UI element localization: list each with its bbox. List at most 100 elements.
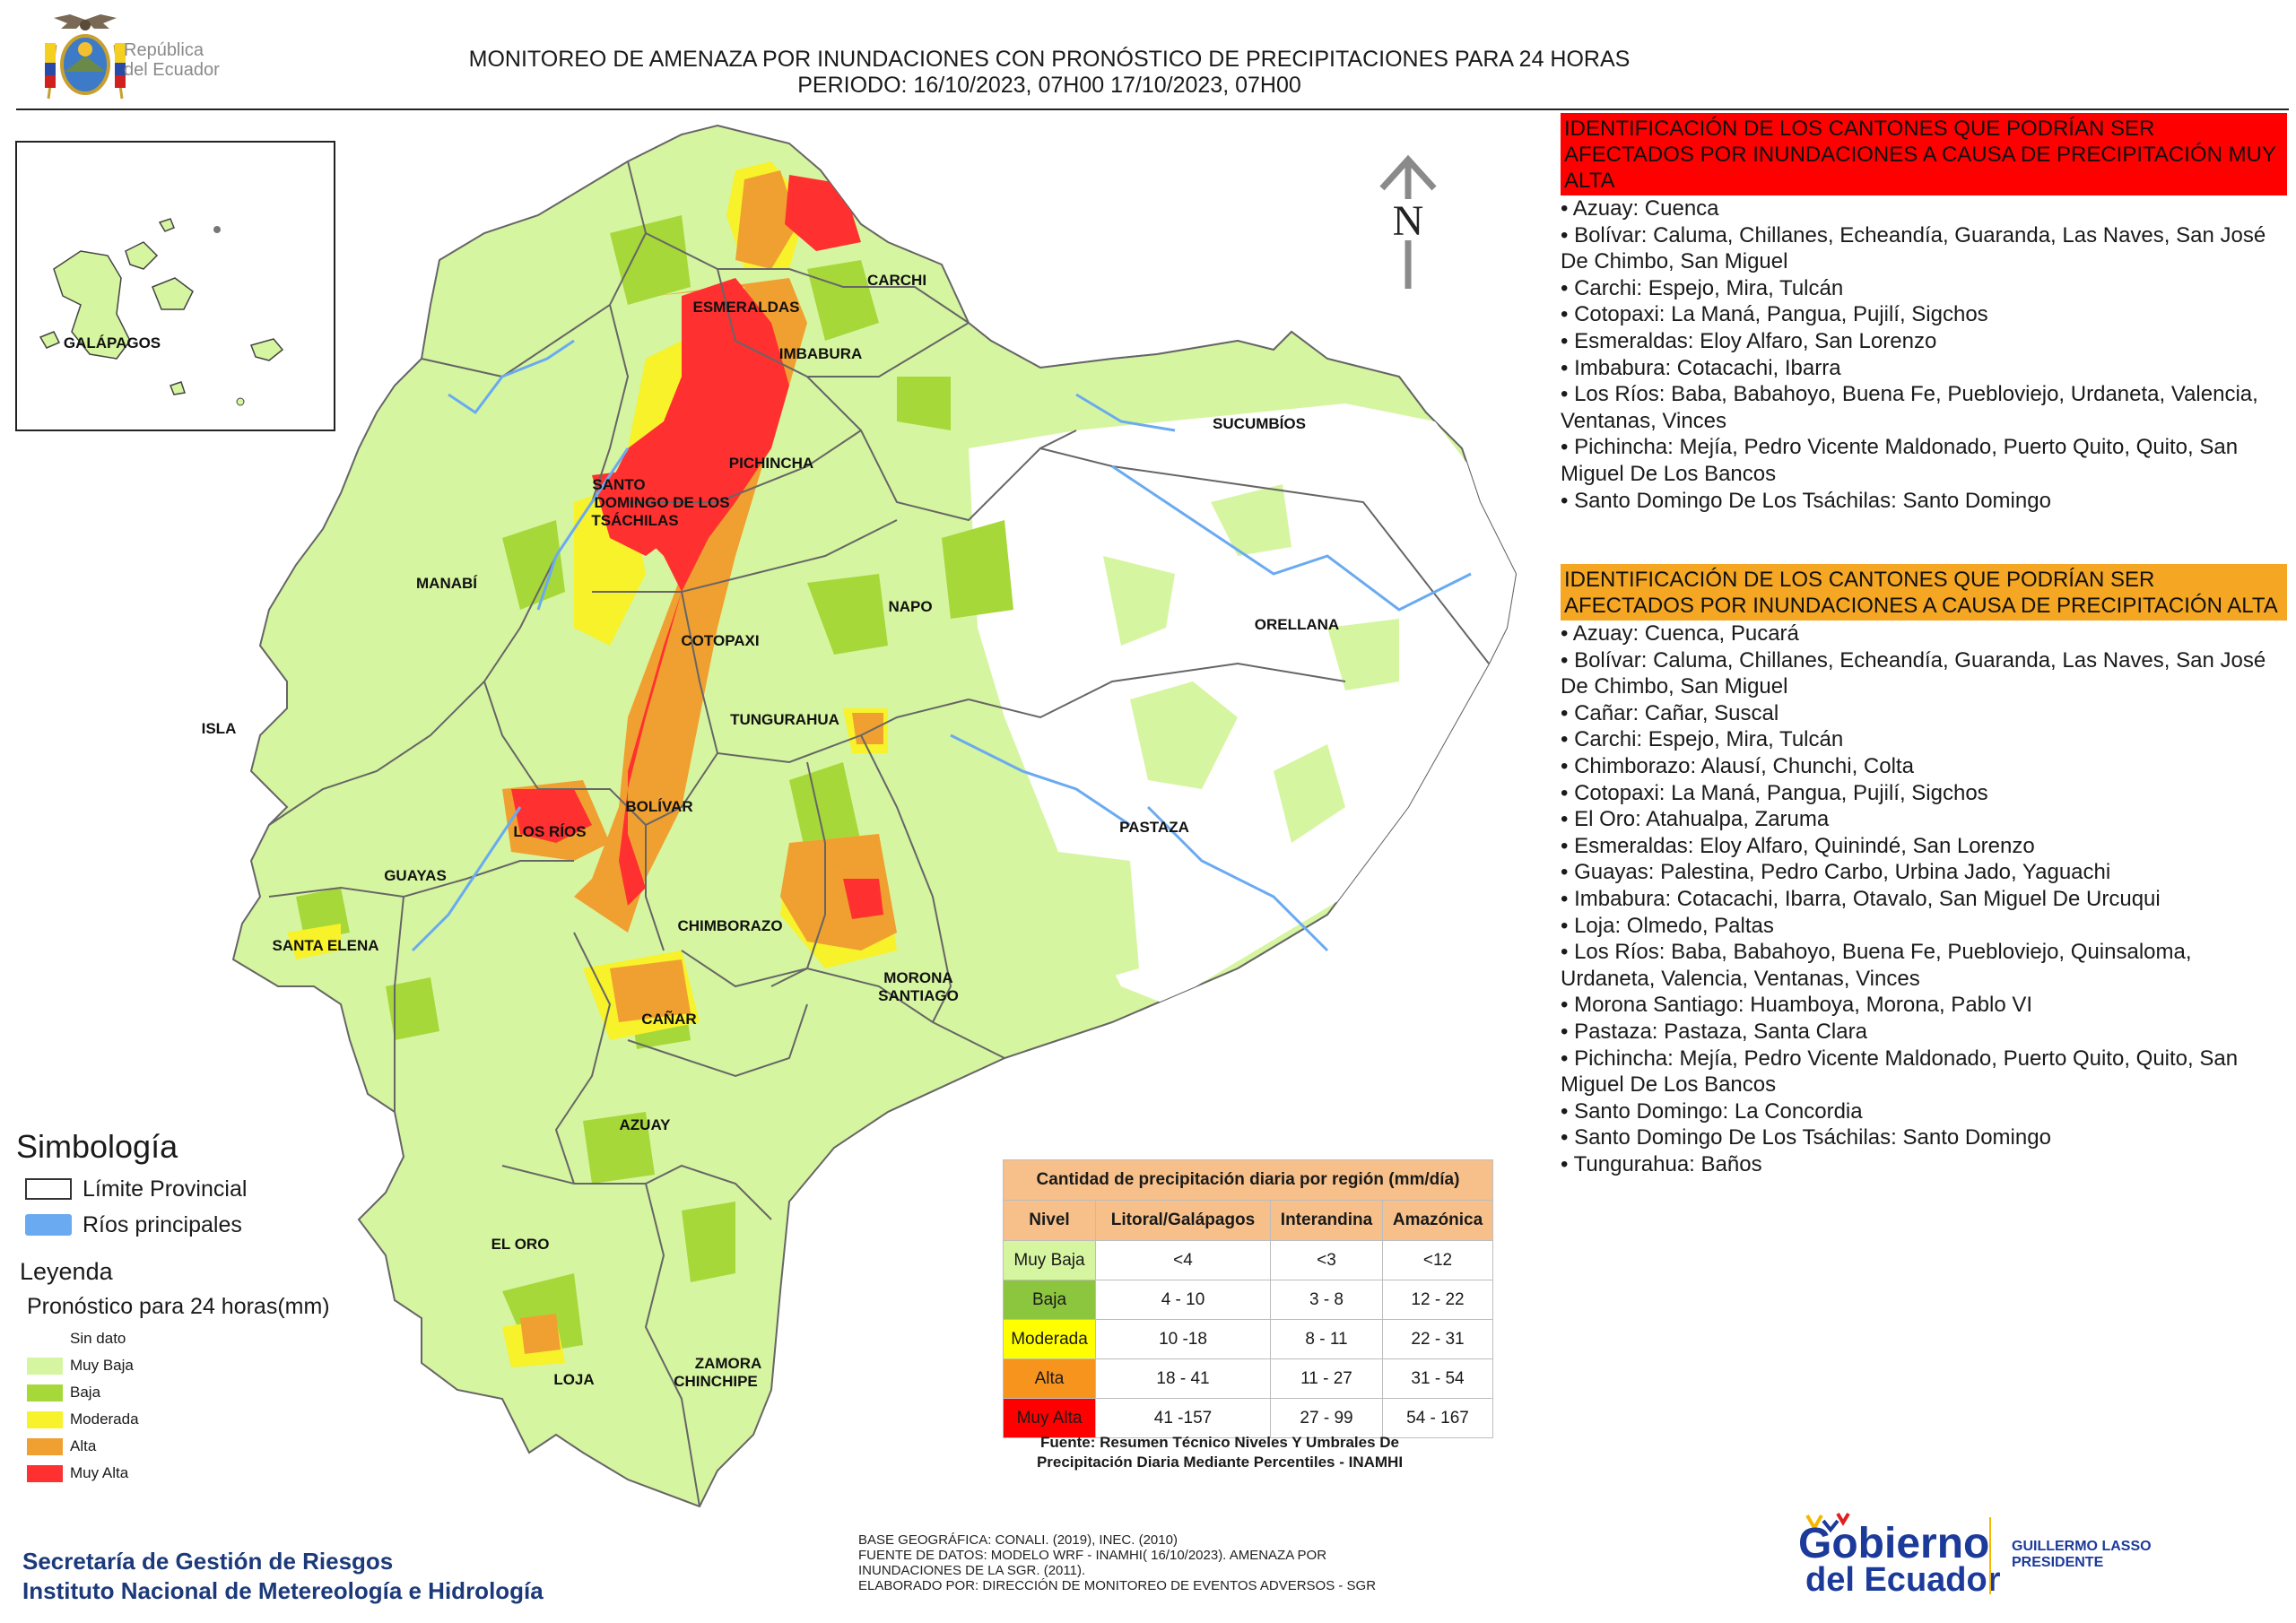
label-loja: LOJA [553, 1371, 594, 1388]
leyenda-label: Moderada [70, 1410, 139, 1428]
logo-divider [1989, 1517, 1991, 1594]
simbologia-limite: Límite Provincial [25, 1176, 384, 1203]
table-cell-interandina: <3 [1270, 1240, 1383, 1280]
label-orellana: ORELLANA [1255, 616, 1339, 633]
label-canar: CAÑAR [641, 1010, 696, 1028]
table-cell-interandina: 8 - 11 [1270, 1319, 1383, 1359]
list-item: • Pichincha: Mejía, Pedro Vicente Maldon… [1561, 435, 2239, 486]
north-label: N [1393, 197, 1424, 245]
list-item: • Cañar: Cañar, Suscal [1561, 700, 1779, 725]
leyenda-swatch [27, 1465, 63, 1482]
table-cell-litoral: 10 -18 [1095, 1319, 1271, 1359]
leyenda-label: Alta [70, 1437, 97, 1454]
rios-label: Ríos principales [83, 1212, 242, 1237]
leyenda-swatch [27, 1411, 63, 1428]
list-item: • El Oro: Atahualpa, Zaruma [1561, 807, 1830, 832]
list-item: • Santo Domingo De Los Tsáchilas: Santo … [1561, 488, 2051, 513]
label-santiago: SANTIAGO [878, 987, 959, 1004]
label-chimborazo: CHIMBORAZO [677, 917, 782, 934]
limite-label: Límite Provincial [83, 1176, 248, 1202]
table-cell-nivel: Muy Alta [1003, 1398, 1096, 1438]
list-item: • Imbabura: Cotacachi, Ibarra [1561, 355, 1841, 380]
simbologia-title: Simbología [16, 1128, 178, 1165]
rivers [411, 339, 1472, 952]
list-item: • Imbabura: Cotacachi, Ibarra, Otavalo, … [1561, 886, 2161, 911]
label-pichincha: PICHINCHA [729, 455, 813, 472]
gobierno-mark-icon [1805, 1512, 1850, 1533]
table-cell-litoral: 41 -157 [1095, 1398, 1271, 1438]
table-cell-amazonica: 22 - 31 [1382, 1319, 1493, 1359]
table-source: Fuente: Resumen Técnico Niveles Y Umbral… [996, 1433, 1444, 1472]
table-source-line-1: Fuente: Resumen Técnico Niveles Y Umbral… [1040, 1434, 1399, 1451]
label-guayas: GUAYAS [384, 867, 447, 884]
label-los-rios: LOS RÍOS [513, 823, 586, 840]
table-cell-litoral: <4 [1095, 1240, 1271, 1280]
table-header-litoral: Litoral/Galápagos [1095, 1200, 1271, 1241]
table-cell-nivel: Alta [1003, 1358, 1096, 1399]
list-item: • Carchi: Espejo, Mira, Tulcán [1561, 727, 1844, 752]
list-item: • Tungurahua: Baños [1561, 1151, 1762, 1176]
leyenda-item: Alta [27, 1436, 278, 1458]
north-arrow-icon: N [1379, 154, 1437, 289]
page-title: MONITOREO DE AMENAZA POR INUNDACIONES CO… [377, 47, 1722, 99]
galapagos-islands [39, 218, 284, 406]
president-title: PRESIDENTE [2012, 1555, 2104, 1570]
footer-base-2: FUENTE DE DATOS: MODELO WRF - INAMHI( 16… [858, 1548, 1327, 1563]
table-cell-nivel: Moderada [1003, 1319, 1096, 1359]
label-imbabura: IMBABURA [779, 345, 863, 362]
leyenda-title: Leyenda [20, 1258, 113, 1285]
footer-institutions: Secretaría de Gestión de Riesgos Institu… [22, 1547, 544, 1606]
footer-base-1: BASE GEOGRÁFICA: CONALI. (2019), INEC. (… [858, 1532, 1178, 1548]
leyenda-label: Baja [70, 1384, 101, 1401]
list-item: • Cotopaxi: La Maná, Pangua, Pujilí, Sig… [1561, 302, 1988, 327]
leyenda-item: Moderada [27, 1410, 278, 1431]
list-item: • Los Ríos: Baba, Babahoyo, Buena Fe, Pu… [1561, 940, 2192, 991]
leyenda-swatch [27, 1331, 63, 1348]
list-item: • Azuay: Cuenca [1561, 196, 1719, 221]
label-isla: ISLA [202, 720, 237, 737]
title-line-1: MONITOREO DE AMENAZA POR INUNDACIONES CO… [468, 47, 1631, 72]
list-item: • Santo Domingo De Los Tsáchilas: Santo … [1561, 1125, 2051, 1150]
list-item: • Cotopaxi: La Maná, Pangua, Pujilí, Sig… [1561, 780, 1988, 805]
gobierno-text: Gobierno [1798, 1520, 1990, 1567]
table-header-amazonica: Amazónica [1382, 1200, 1493, 1241]
list-item: • Bolívar: Caluma, Chillanes, Echeandía,… [1561, 647, 2266, 699]
crest-text-2: del Ecuador [124, 60, 220, 80]
label-napo: NAPO [888, 598, 932, 615]
table-cell-nivel: Baja [1003, 1280, 1096, 1320]
label-tsachilas: TSÁCHILAS [591, 512, 678, 529]
table-cell-interandina: 3 - 8 [1270, 1280, 1383, 1320]
list-item: • Chimborazo: Alausí, Chunchi, Colta [1561, 753, 1914, 778]
footer-credits: BASE GEOGRÁFICA: CONALI. (2019), INEC. (… [858, 1532, 1376, 1593]
leyenda-label: Sin dato [70, 1330, 126, 1347]
leyenda-list: Sin dato Muy Baja Baja Moderada Alta Muy Alta [27, 1329, 296, 1490]
leyenda-label: Muy Baja [70, 1357, 134, 1374]
table-row: Moderada 10 -18 8 - 11 22 - 31 [1003, 1319, 1493, 1359]
table-cell-amazonica: 31 - 54 [1382, 1358, 1493, 1399]
ecuador-crest-icon [45, 14, 126, 100]
list-item: • Pastaza: Pastaza, Santa Clara [1561, 1019, 1867, 1044]
title-line-2: PERIODO: 16/10/2023, 07H00 17/10/2023, 0… [797, 73, 1301, 98]
label-santo: SANTO [592, 476, 645, 493]
muy-alta-list: IDENTIFICACIÓN DE LOS CANTONES QUE PODRÍ… [1561, 113, 2287, 514]
table-title: Cantidad de precipitación diaria por reg… [1003, 1159, 1493, 1201]
leyenda-item: Baja [27, 1383, 278, 1404]
table-cell-interandina: 27 - 99 [1270, 1398, 1383, 1438]
list-item: • Santo Domingo: La Concordia [1561, 1098, 1863, 1124]
table-cell-interandina: 11 - 27 [1270, 1358, 1383, 1399]
label-cotopaxi: COTOPAXI [681, 632, 759, 649]
label-sucumbios: SUCUMBÍOS [1213, 415, 1306, 432]
footer-sgr: Secretaría de Gestión de Riesgos [22, 1548, 394, 1575]
title-divider [16, 108, 2289, 110]
list-item: • Carchi: Espejo, Mira, Tulcán [1561, 275, 1844, 300]
label-azuay: AZUAY [620, 1116, 672, 1133]
table-cell-litoral: 18 - 41 [1095, 1358, 1271, 1399]
label-tungurahua: TUNGURAHUA [730, 711, 839, 728]
label-el-oro: EL ORO [491, 1236, 550, 1253]
republica-logo: República del Ecuador [27, 9, 242, 108]
leyenda-swatch [27, 1438, 63, 1455]
label-carchi: CARCHI [867, 272, 926, 289]
limite-swatch [25, 1178, 72, 1200]
footer-base-3: INUNDACIONES DE LA SGR. (2011). [858, 1563, 1086, 1578]
table-row: Muy Baja <4 <3 <12 [1003, 1240, 1493, 1280]
